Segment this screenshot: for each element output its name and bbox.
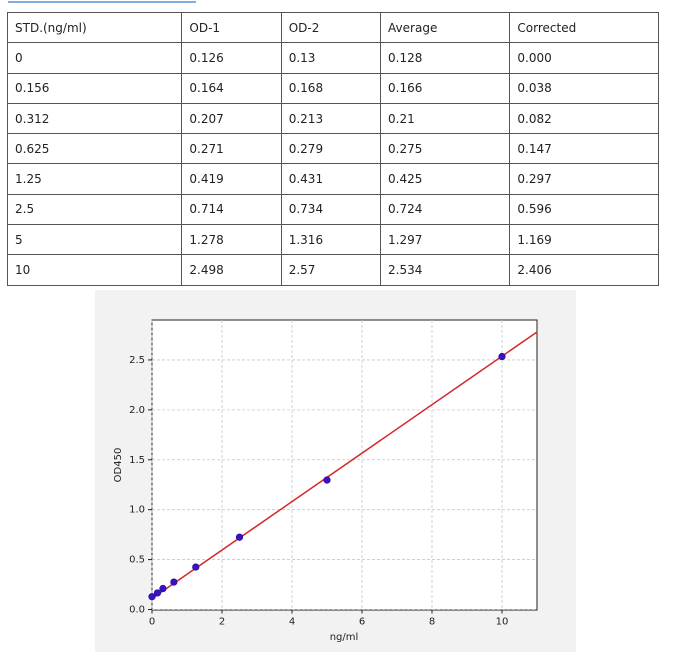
table-cell: 0.419 bbox=[181, 163, 282, 195]
table-cell: Average bbox=[380, 11, 511, 44]
table-cell: 1.316 bbox=[280, 224, 382, 256]
table-cell: 0.271 bbox=[181, 133, 282, 165]
data-point bbox=[235, 533, 244, 541]
table-cell: 2.498 bbox=[181, 254, 282, 286]
fit-line bbox=[151, 331, 538, 600]
table-cell: STD.(ng/ml) bbox=[6, 11, 183, 44]
data-point bbox=[153, 589, 162, 597]
table-cell: 2.5 bbox=[6, 193, 183, 226]
table-row: 0.312 0.207 0.213 0.21 0.082 bbox=[6, 102, 659, 135]
table-cell: 0.13 bbox=[280, 42, 382, 74]
table-cell: 1.169 bbox=[509, 224, 659, 256]
table-cell: 0.168 bbox=[280, 72, 382, 104]
data-point bbox=[323, 476, 331, 484]
data-point bbox=[170, 578, 178, 586]
y-tick-label: 0.5 bbox=[129, 555, 145, 566]
table-row: 10 2.498 2.57 2.534 2.406 bbox=[6, 254, 659, 286]
table-cell: Corrected bbox=[509, 11, 659, 44]
x-tick-label: 2 bbox=[219, 617, 225, 628]
x-tick-label: 4 bbox=[289, 617, 295, 628]
table-cell: 0.126 bbox=[181, 42, 282, 74]
table-cell: 0.213 bbox=[280, 102, 382, 135]
y-tick-label: 0.0 bbox=[129, 605, 145, 616]
table-cell: 2.57 bbox=[280, 254, 382, 286]
table-cell: 1.297 bbox=[380, 224, 511, 256]
table-cell: 2.534 bbox=[380, 254, 511, 286]
y-tick-label: 1.5 bbox=[129, 455, 145, 466]
table-row: 0 0.126 0.13 0.128 0.000 bbox=[6, 42, 659, 74]
table-cell: 0.596 bbox=[509, 193, 659, 226]
y-tick-label: 2.0 bbox=[129, 405, 145, 416]
table-cell: 0.21 bbox=[380, 102, 511, 135]
table-cell: 0.425 bbox=[380, 163, 511, 195]
y-axis-label: OD450 bbox=[113, 448, 124, 483]
x-tick-label: 0 bbox=[149, 617, 155, 628]
table-cell: 10 bbox=[6, 254, 183, 286]
table-cell: OD-1 bbox=[181, 11, 282, 44]
standard-table: STD.(ng/ml) OD-1 OD-2 Average Corrected 0 0.12… bbox=[6, 11, 659, 286]
y-tick-label: 2.5 bbox=[129, 355, 145, 366]
data-point bbox=[192, 563, 200, 571]
table-cell: 0.275 bbox=[380, 133, 511, 165]
x-tick-label: 8 bbox=[429, 617, 435, 628]
table-cell: 0.166 bbox=[380, 72, 511, 104]
data-point bbox=[498, 352, 506, 361]
y-tick-label: 1.0 bbox=[129, 505, 145, 516]
x-tick-label: 6 bbox=[359, 617, 365, 628]
data-point bbox=[159, 584, 167, 593]
table-cell: 0.312 bbox=[6, 102, 183, 135]
table-cell: 0.297 bbox=[509, 163, 659, 195]
table-row: 5 1.278 1.316 1.297 1.169 bbox=[6, 224, 659, 256]
x-axis-label: ng/ml bbox=[330, 632, 359, 643]
data-point bbox=[148, 593, 156, 601]
header-row: STD.(ng/ml) OD-1 OD-2 Average Corrected bbox=[6, 11, 659, 44]
table-cell: 2.406 bbox=[509, 254, 659, 286]
x-tick-label: 10 bbox=[496, 617, 509, 628]
